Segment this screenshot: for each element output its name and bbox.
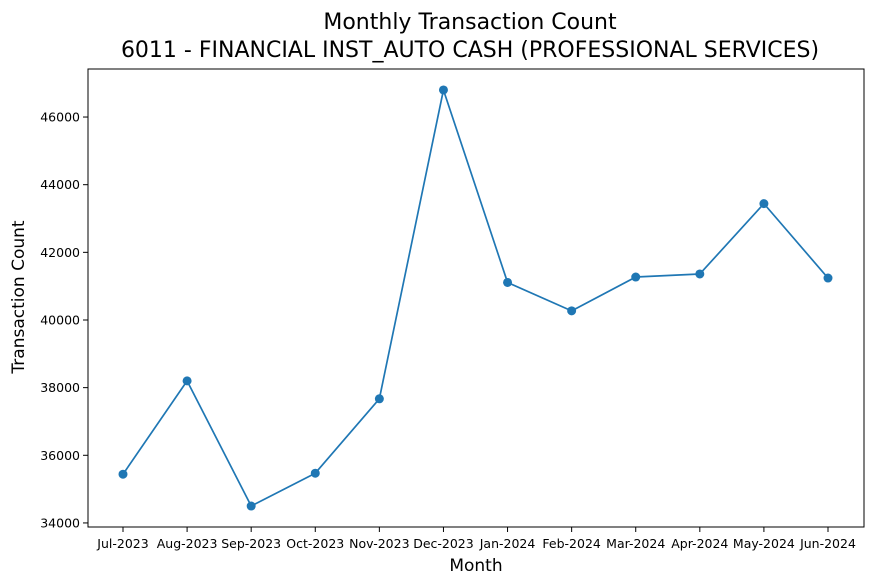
x-axis: Jul-2023 Aug-2023 Sep-2023 Oct-2023 Nov-2023… bbox=[96, 527, 856, 551]
series-line bbox=[122, 89, 829, 507]
data-point-marker bbox=[374, 394, 384, 404]
data-point-marker bbox=[823, 273, 833, 283]
x-tick-label: May-2024 bbox=[733, 536, 795, 551]
x-tick-label: Mar-2024 bbox=[606, 536, 665, 551]
x-tick-label: Jul-2023 bbox=[96, 536, 148, 551]
plot-series bbox=[118, 85, 833, 511]
data-point-marker bbox=[438, 85, 448, 95]
chart-subtitle: 6011 - FINANCIAL INST_AUTO CASH (PROFESS… bbox=[121, 38, 819, 63]
x-tick-label: Nov-2023 bbox=[349, 536, 409, 551]
data-point-marker bbox=[695, 269, 705, 279]
y-tick-label: 40000 bbox=[40, 312, 80, 327]
y-tick-label: 36000 bbox=[40, 448, 80, 463]
y-axis-label: Transaction Count bbox=[9, 220, 29, 374]
y-tick-label: 42000 bbox=[40, 245, 80, 260]
data-point-marker bbox=[118, 469, 128, 479]
x-tick-label: Jan-2024 bbox=[479, 536, 536, 551]
chart-title: Monthly Transaction Count bbox=[323, 10, 617, 35]
x-tick-label: Feb-2024 bbox=[542, 536, 601, 551]
data-point-marker bbox=[759, 199, 769, 209]
y-axis: 34000 36000 38000 40000 42000 44000 46000 bbox=[40, 110, 88, 530]
y-tick-label: 44000 bbox=[40, 177, 80, 192]
y-tick-label: 34000 bbox=[40, 515, 80, 530]
data-point-marker bbox=[310, 468, 320, 478]
data-point-marker bbox=[182, 376, 192, 386]
data-point-marker bbox=[246, 501, 256, 511]
data-point-marker bbox=[631, 272, 641, 282]
y-tick-label: 46000 bbox=[40, 110, 80, 125]
x-tick-label: Sep-2023 bbox=[221, 536, 281, 551]
x-tick-label: Oct-2023 bbox=[286, 536, 344, 551]
data-point-marker bbox=[567, 306, 577, 316]
x-tick-label: Apr-2024 bbox=[671, 536, 728, 551]
data-point-marker bbox=[503, 277, 513, 287]
x-tick-label: Aug-2023 bbox=[157, 536, 218, 551]
x-tick-label: Jun-2024 bbox=[799, 536, 856, 551]
x-axis-label: Month bbox=[449, 556, 502, 576]
y-tick-label: 38000 bbox=[40, 380, 80, 395]
plot-frame bbox=[87, 68, 865, 528]
x-tick-label: Dec-2023 bbox=[413, 536, 474, 551]
